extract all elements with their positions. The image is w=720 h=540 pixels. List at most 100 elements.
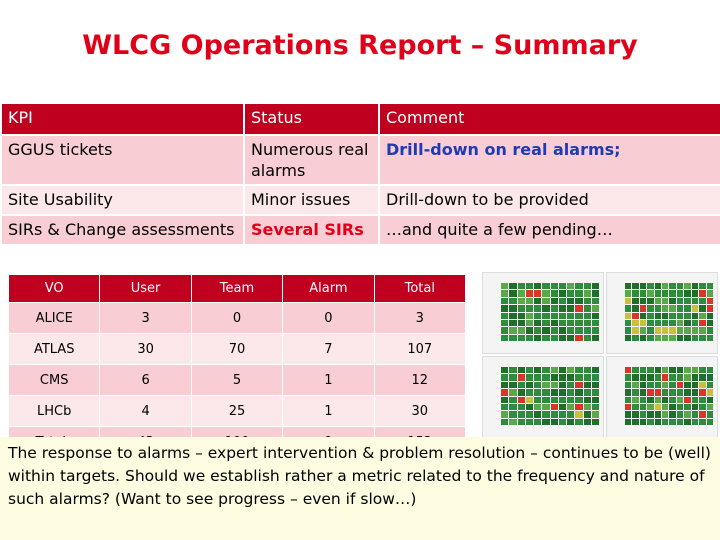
heatmap-cell — [567, 374, 575, 381]
total-cell: 3 — [373, 302, 467, 334]
heatmap-cell — [625, 418, 632, 425]
heatmap-cell — [575, 381, 583, 389]
heatmap-cell — [591, 381, 599, 389]
heatmap-cell — [625, 334, 632, 341]
heatmap-cell — [575, 411, 583, 418]
heatmap-cell — [525, 305, 533, 312]
heatmap-grid — [625, 367, 713, 425]
heatmap-cell — [706, 327, 713, 334]
heatmap-cell — [647, 283, 654, 290]
heatmap-cell — [542, 418, 550, 425]
heatmap-cell — [676, 381, 684, 389]
heatmap-cell — [654, 411, 662, 418]
heatmap-cell — [654, 283, 662, 290]
heatmap-cell — [647, 305, 654, 312]
heatmap-cell — [684, 411, 691, 418]
heatmap-cell — [654, 367, 662, 374]
heatmap-cell — [517, 327, 525, 334]
heatmap-cell — [639, 381, 647, 389]
heatmap-cell — [662, 305, 669, 312]
heatmap-cell — [676, 297, 684, 305]
heatmap-cell — [583, 319, 591, 327]
heatmap-cell — [669, 297, 676, 305]
heatmap-cell — [632, 327, 639, 334]
vo-cell: ATLAS — [7, 333, 101, 365]
heatmap-cell — [625, 305, 632, 312]
kpi-header-row: KPI Status Comment — [0, 102, 720, 136]
heatmap-cell — [591, 403, 599, 411]
heatmap-cell — [558, 327, 566, 334]
heatmap-cell — [583, 312, 591, 319]
heatmap-cell — [684, 283, 691, 290]
heatmap-cell — [550, 305, 558, 312]
heatmap-cell — [669, 411, 676, 418]
heatmap-cell — [509, 411, 517, 418]
vo-header-alarm: Alarm — [282, 274, 375, 303]
heatmap-cell — [676, 283, 684, 290]
heatmap-cell — [501, 319, 509, 327]
heatmap-cell — [567, 327, 575, 334]
heatmap-cell — [676, 327, 684, 334]
heatmap-cell — [684, 374, 691, 381]
heatmap-cell — [639, 327, 647, 334]
kpi-header-comment: Comment — [378, 102, 720, 136]
heatmap-cell — [550, 297, 558, 305]
heatmap-cell — [706, 381, 713, 389]
heatmap-cell — [509, 327, 517, 334]
heatmap-cell — [699, 418, 706, 425]
heatmap-cell — [639, 305, 647, 312]
comment-cell: Drill-down to be provided — [378, 184, 720, 216]
heatmap-cell — [534, 403, 542, 411]
heatmap-cell — [517, 319, 525, 327]
heatmap-cell — [632, 283, 639, 290]
heatmap-cell — [501, 283, 509, 290]
heatmap-cell — [639, 312, 647, 319]
heatmap-cell — [591, 297, 599, 305]
heatmap-cell — [676, 290, 684, 297]
heatmap-cell — [647, 327, 654, 334]
heatmap-cell — [662, 403, 669, 411]
heatmap-cell — [662, 283, 669, 290]
heatmap-cell — [575, 319, 583, 327]
total-cell: 107 — [373, 333, 467, 365]
heatmap-cell — [534, 312, 542, 319]
team-cell: 70 — [190, 333, 284, 365]
heatmap-grid — [501, 367, 599, 425]
heatmap-cell — [591, 319, 599, 327]
heatmap-cell — [647, 312, 654, 319]
heatmap-cell — [662, 374, 669, 381]
heatmap-cell — [509, 334, 517, 341]
heatmap-cell — [558, 334, 566, 341]
heatmap-cell — [632, 367, 639, 374]
kpi-cell: GGUS tickets — [0, 134, 245, 186]
heatmap-cell — [534, 319, 542, 327]
heatmap-cell — [501, 389, 509, 396]
heatmap-cell — [591, 396, 599, 403]
heatmap-cell — [699, 327, 706, 334]
heatmap-cell — [550, 283, 558, 290]
heatmap-cell — [542, 411, 550, 418]
heatmap-cell — [676, 334, 684, 341]
heatmap-cell — [542, 312, 550, 319]
heatmap-cell — [662, 297, 669, 305]
heatmap-cell — [509, 418, 517, 425]
heatmap-cell — [525, 319, 533, 327]
heatmap-grid — [501, 283, 599, 341]
heatmap-cell — [534, 367, 542, 374]
heatmap-cell — [501, 305, 509, 312]
heatmap-cell — [542, 381, 550, 389]
heatmap-cell — [639, 290, 647, 297]
heatmap-grid — [625, 283, 713, 341]
heatmap-cell — [669, 374, 676, 381]
heatmap-cell — [509, 403, 517, 411]
heatmap-cell — [706, 389, 713, 396]
heatmap-cell — [534, 411, 542, 418]
heatmap-cell — [654, 327, 662, 334]
heatmap-cell — [669, 403, 676, 411]
heatmap-cell — [625, 327, 632, 334]
heatmap-cell — [558, 389, 566, 396]
heatmap-cell — [662, 334, 669, 341]
heatmap-cell — [591, 334, 599, 341]
heatmap-cell — [558, 381, 566, 389]
heatmap-cell — [706, 312, 713, 319]
